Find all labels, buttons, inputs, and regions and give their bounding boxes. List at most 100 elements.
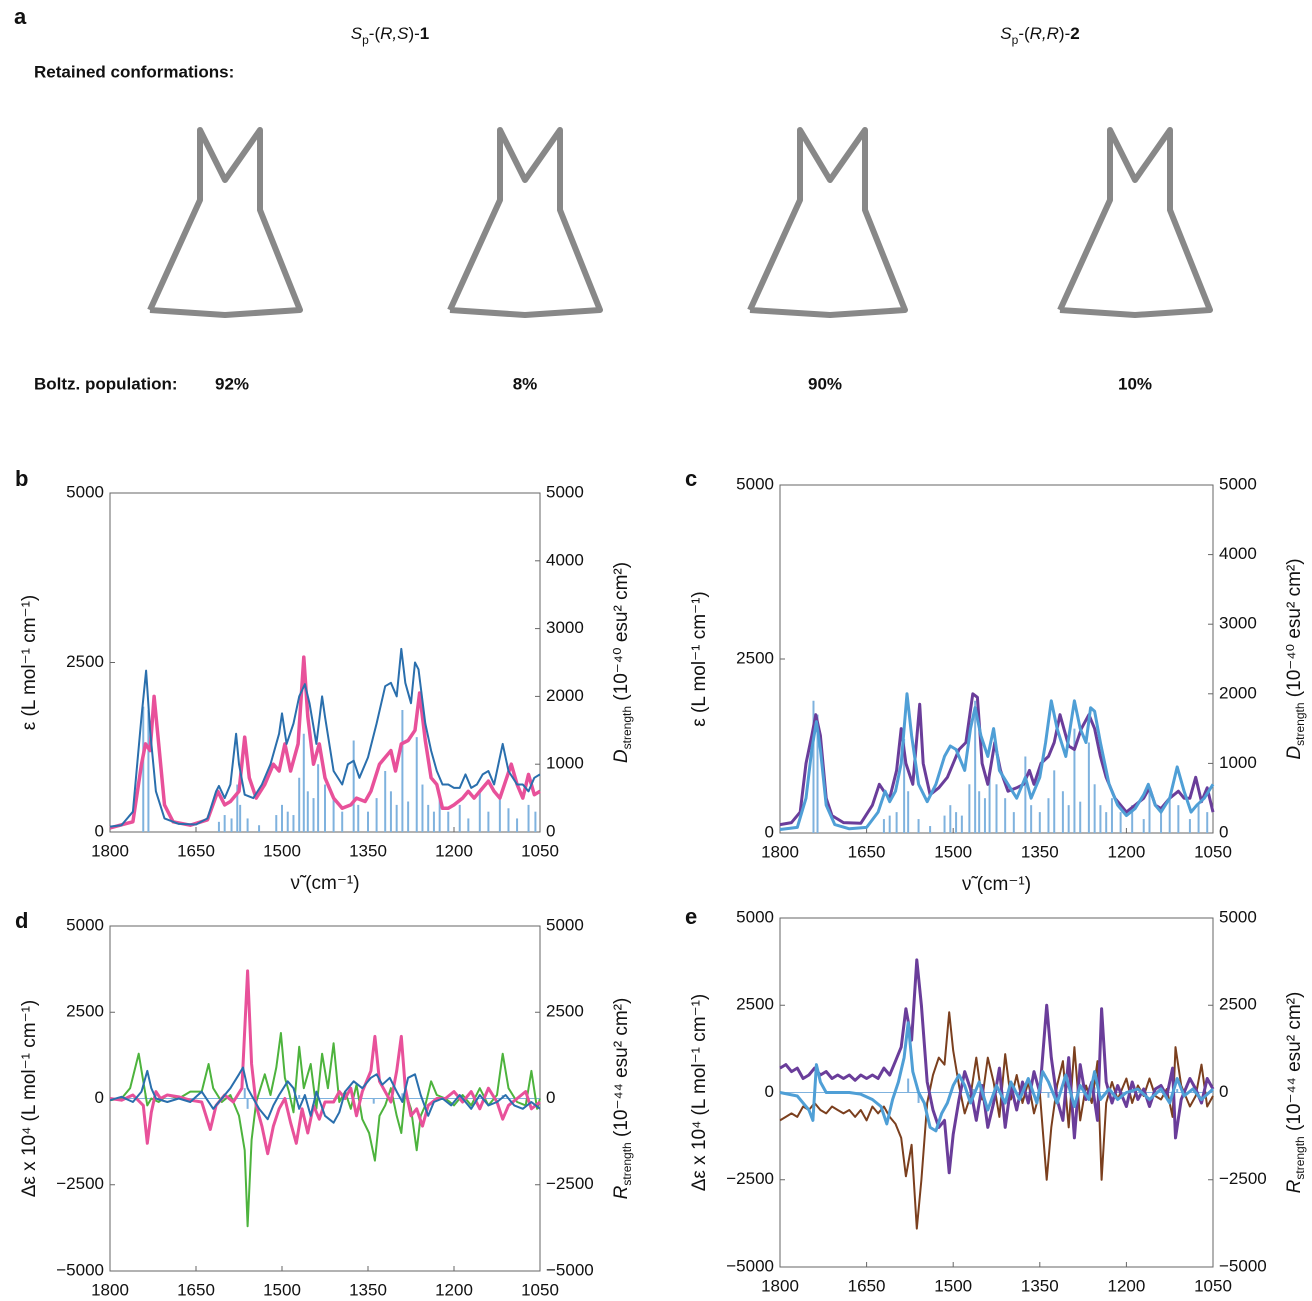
y2-tick-label: 3000 [1219, 614, 1257, 633]
y-tick-label: 5000 [66, 915, 104, 934]
y2-tick-label: −5000 [1219, 1256, 1267, 1275]
label-part: R,S [380, 24, 409, 43]
y2-tick-label: 0 [1219, 822, 1228, 841]
label-part: -( [1018, 24, 1030, 43]
panel-label: c [685, 466, 697, 491]
x-axis-label: ν̃ (cm⁻¹) [962, 874, 1031, 895]
compound-title: Sp-(R,S)-1 [351, 24, 430, 47]
y2-tick-label: 1000 [1219, 753, 1257, 772]
x-tick-label: 1350 [1021, 1276, 1059, 1295]
x-tick-label: 1800 [761, 1276, 799, 1295]
x-tick-label: 1350 [1021, 842, 1059, 861]
x-tick-label: 1500 [263, 841, 301, 860]
molecule [747, 127, 908, 318]
y2-tick-label: 0 [1219, 1082, 1228, 1101]
spectrum-line [109, 1066, 541, 1124]
molecule [447, 127, 603, 318]
label-part: (10⁻⁴⁰ esu² cm²) [1284, 558, 1305, 702]
spectrum-line [779, 692, 1215, 831]
y2-tick-label: 0 [546, 1088, 555, 1107]
y-tick-label: 5000 [736, 907, 774, 926]
y-tick-label: 2500 [736, 995, 774, 1014]
label-part: R,R [1030, 24, 1059, 43]
molecule-sketches [147, 127, 1213, 318]
label-part: (10⁻⁴⁴ esu² cm²) [1284, 992, 1305, 1137]
x-tick-label: 1650 [177, 1280, 215, 1299]
y-tick-label: −5000 [56, 1260, 104, 1279]
label-part: p [1012, 33, 1019, 47]
y2-tick-label: 4000 [1219, 544, 1257, 563]
x-tick-label: 1650 [848, 842, 886, 861]
label-part: 2 [1070, 24, 1079, 43]
y2-axis-label: Rstrength (10⁻⁴⁴ esu² cm²) [1284, 992, 1307, 1194]
label-part: strength [1293, 702, 1307, 745]
x-tick-label: 1800 [761, 842, 799, 861]
label-part: S [1000, 24, 1012, 43]
boltz-label: Boltz. population: [34, 374, 178, 393]
label-part: R [611, 1185, 632, 1199]
population: 92% [215, 374, 249, 393]
population: 10% [1118, 374, 1152, 393]
population: 8% [513, 374, 538, 393]
x-tick-label: 1650 [177, 841, 215, 860]
y2-tick-label: 4000 [546, 550, 584, 569]
panel-label: d [15, 908, 28, 933]
x-tick-label: 1800 [91, 841, 129, 860]
x-tick-label: 1500 [263, 1280, 301, 1299]
x-tick-label: 1200 [435, 1280, 473, 1299]
label-part: D [1284, 746, 1305, 760]
y-tick-label: 5000 [736, 474, 774, 493]
panel-label: e [685, 904, 697, 929]
y2-tick-label: −2500 [1219, 1169, 1267, 1188]
x-axis-label: ν̃ (cm⁻¹) [290, 873, 359, 894]
y2-tick-label: 5000 [1219, 474, 1257, 493]
x-tick-label: 1500 [934, 842, 972, 861]
y2-tick-label: 0 [546, 821, 555, 840]
y2-axis-label: Dstrength (10⁻⁴⁰ esu² cm²) [1284, 558, 1307, 759]
label-part: R [1284, 1179, 1305, 1193]
label-part: strength [620, 706, 634, 749]
y-tick-label: 0 [95, 821, 104, 840]
y-tick-label: −2500 [56, 1174, 104, 1193]
panel-label: a [14, 4, 27, 29]
label-part: strength [1293, 1136, 1307, 1179]
y-tick-label: 0 [765, 822, 774, 841]
y2-axis-label: Rstrength (10⁻⁴⁴ esu² cm²) [611, 998, 634, 1200]
x-tick-label: 1350 [349, 1280, 387, 1299]
label-part: )- [408, 24, 419, 43]
panel-label: b [15, 466, 28, 491]
label-part: p [362, 33, 369, 47]
y2-tick-label: 3000 [546, 618, 584, 637]
y2-tick-label: 5000 [546, 482, 584, 501]
x-tick-label: 1200 [1107, 842, 1145, 861]
y2-tick-label: 5000 [1219, 907, 1257, 926]
y-tick-label: 5000 [66, 482, 104, 501]
molecule [147, 127, 303, 318]
y-tick-label: 2500 [736, 648, 774, 667]
y-tick-label: 2500 [66, 1002, 104, 1021]
spectrum-line [779, 958, 1215, 1175]
spectrum-line [779, 1021, 1215, 1133]
y-tick-label: 2500 [66, 652, 104, 671]
plot-frame [779, 484, 1214, 834]
y2-tick-label: 2000 [546, 686, 584, 705]
x-tick-label: 1200 [1107, 1276, 1145, 1295]
label-part: (10⁻⁴⁰ esu² cm²) [611, 562, 632, 706]
y-tick-label: −2500 [726, 1169, 774, 1188]
x-tick-label: 1650 [848, 1276, 886, 1295]
label-part: -( [369, 24, 381, 43]
x-tick-label: 1800 [91, 1280, 129, 1299]
population: 90% [808, 374, 842, 393]
molecule [1057, 127, 1213, 318]
y2-axis-label: Dstrength (10⁻⁴⁰ esu² cm²) [611, 562, 634, 763]
y2-tick-label: −5000 [546, 1260, 594, 1279]
x-tick-label: 1200 [435, 841, 473, 860]
y2-tick-label: 5000 [546, 915, 584, 934]
y-tick-label: 0 [95, 1088, 104, 1107]
x-tick-label: 1050 [1194, 842, 1232, 861]
label-part: 1 [420, 24, 429, 43]
label-part: )- [1059, 24, 1070, 43]
y2-tick-label: 1000 [546, 754, 584, 773]
